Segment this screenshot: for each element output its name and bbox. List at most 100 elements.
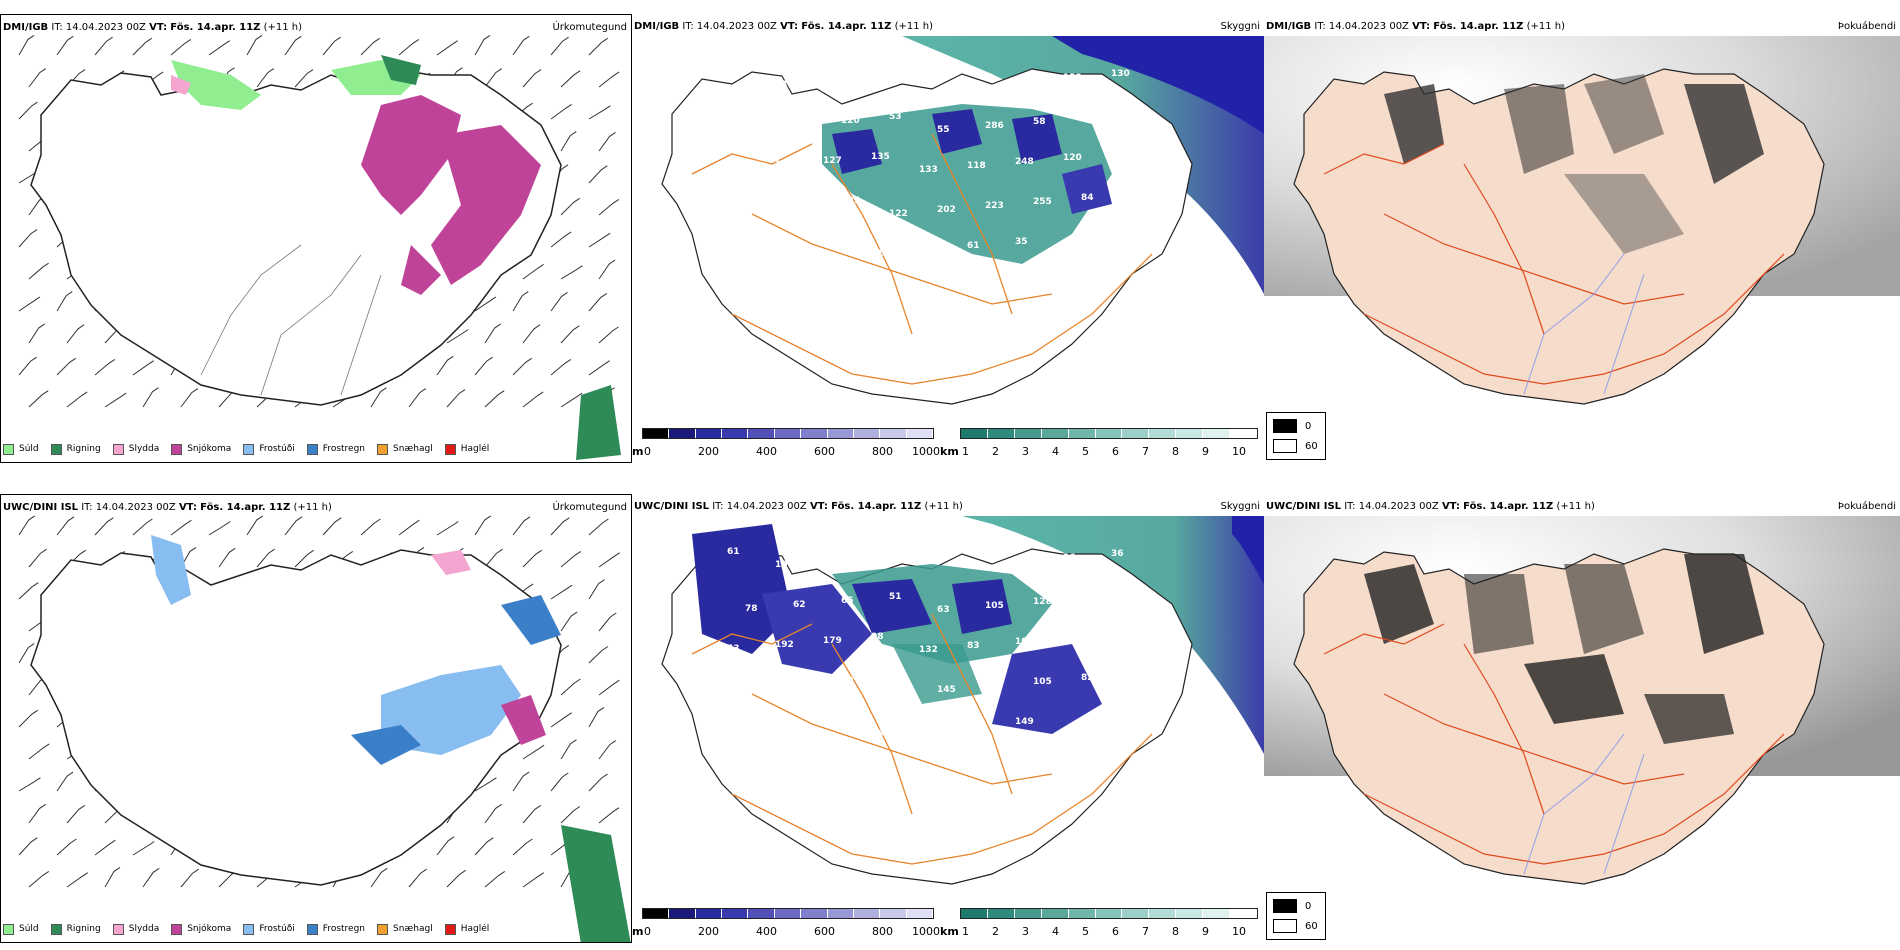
wind-barb (484, 390, 505, 408)
run-info: DMI/IGB IT: 14.04.2023 00Z VT: Fös. 14.a… (1266, 21, 1566, 32)
tick-label: 4 (1052, 925, 1059, 938)
wind-barb (588, 773, 608, 792)
wind-barb (66, 872, 88, 888)
wind-barb (560, 806, 581, 824)
vis-value-label: 53 (727, 644, 740, 654)
vis-labels: 61 100 61 69 54 57 59 96 36 78 62 65 51 63 105 128 73 131… (727, 547, 1148, 774)
tick-label: 400 (756, 445, 777, 458)
wind-barb (550, 584, 573, 600)
wind-barb (246, 34, 263, 56)
wind-barb (474, 777, 497, 792)
wind-barb (522, 549, 542, 568)
wind-barb (294, 549, 314, 568)
wind-barb (256, 548, 275, 568)
fog-legend-row: 60 (1273, 439, 1318, 453)
vis-value-label: 207 (919, 245, 938, 255)
roads (691, 613, 1153, 865)
tick-label: 6 (1112, 445, 1119, 458)
precip-type-panel-bottom: UWC/DINI ISL IT: 14.04.2023 00Z VT: Fös.… (0, 494, 632, 943)
wind-barb (512, 35, 530, 56)
vis-value-label: 132 (745, 124, 764, 134)
wind-barb (598, 71, 620, 88)
wind-barb (598, 807, 620, 824)
wind-barb (436, 521, 459, 536)
wind-barb (550, 517, 570, 536)
legend-item: Frostúði (243, 443, 295, 455)
cloud-base-swatches (642, 428, 934, 439)
vis-value-label: 149 (1015, 717, 1034, 727)
vis-value-label: 61 (823, 556, 836, 566)
legend-item: Slydda (112, 443, 159, 455)
wind-barb (522, 391, 544, 408)
wind-barb (208, 40, 230, 56)
wind-barb (550, 712, 572, 728)
vis-value-label: 61 (727, 547, 740, 557)
vis-value-label: 286 (985, 121, 1004, 131)
wind-barb (28, 743, 50, 760)
wind-barb (28, 68, 47, 88)
wind-barb (588, 292, 608, 312)
panel-header: UWC/DINI ISL IT: 14.04.2023 00Z VT: Fös.… (1, 495, 631, 515)
tick-label: 7 (1142, 445, 1149, 458)
legend-label: Súld (19, 924, 39, 934)
tick-label: 6 (1112, 925, 1119, 938)
panel-title: Skyggni (1220, 501, 1260, 512)
swatch (306, 923, 318, 935)
vis-value-label: 105 (871, 72, 890, 82)
vis-value-label: 135 (871, 152, 890, 162)
tick-label: 1 (962, 925, 969, 938)
legend-label: Frostregn (322, 444, 366, 454)
wind-barb (104, 392, 127, 408)
vis-value-label: 225 (1111, 166, 1130, 176)
wind-barb (560, 392, 583, 408)
legend-label: Snæhagl (393, 924, 433, 934)
vis-value-label: 216 (871, 249, 890, 259)
swatch (3, 443, 14, 455)
wind-barb (560, 265, 583, 280)
vis-value-label: 223 (985, 201, 1004, 211)
vis-value-label: 57 (967, 561, 980, 571)
vis-labels: 116 139 119 105 104 78 97 153 130 132 105 120 53 55 28… (727, 67, 1148, 294)
vis-value-label: 255 (1033, 197, 1052, 207)
wind-barb (560, 739, 577, 760)
vis-value-label: 139 (775, 80, 794, 90)
panel-title: Úrkomutegund (552, 22, 627, 33)
wind-barb (18, 229, 38, 248)
cloud-base-colorbar: m 0 200 400 600 800 1000 (632, 424, 940, 458)
vis-value-label: 145 (937, 685, 956, 695)
wind-barb (180, 868, 199, 888)
wind-barb (446, 329, 469, 344)
wind-barb (28, 262, 49, 280)
tick-label: 0 (644, 445, 651, 458)
fog-legend-label: 0 (1305, 420, 1312, 432)
vis-value-label: 109 (1111, 646, 1130, 656)
vis-value-label: 42 (793, 280, 806, 290)
vis-value-label: 32 (793, 200, 806, 210)
tick-label: 9 (1202, 925, 1209, 938)
wind-barb (66, 391, 88, 408)
rivers (1523, 733, 1645, 875)
swatch (3, 923, 14, 935)
vis-value-label: 98 (727, 724, 740, 734)
roads (691, 133, 1153, 385)
wind-barb (560, 70, 581, 88)
sea-visibility-band (902, 36, 1264, 294)
swatch (377, 923, 389, 935)
visibility-unit: km (940, 445, 959, 458)
vis-value-label: 33 (775, 240, 788, 250)
swatch (377, 443, 389, 455)
legend-label: Rigning (66, 924, 101, 934)
wind-barb (588, 706, 605, 728)
vis-value-label: 83 (967, 641, 980, 651)
sea-visibility-band (962, 516, 1264, 754)
fog-legend: 0 60 (1266, 892, 1326, 940)
wind-barb (550, 231, 572, 248)
tick-label: 200 (698, 925, 719, 938)
tick-label: 3 (1022, 925, 1029, 938)
fog-legend-label: 0 (1305, 900, 1312, 912)
vis-value-label: 17 (1063, 250, 1076, 260)
tick-label: 200 (698, 445, 719, 458)
wind-barb (284, 35, 302, 56)
vis-value-label: 120 (1063, 153, 1082, 163)
wind-barb (18, 777, 41, 792)
